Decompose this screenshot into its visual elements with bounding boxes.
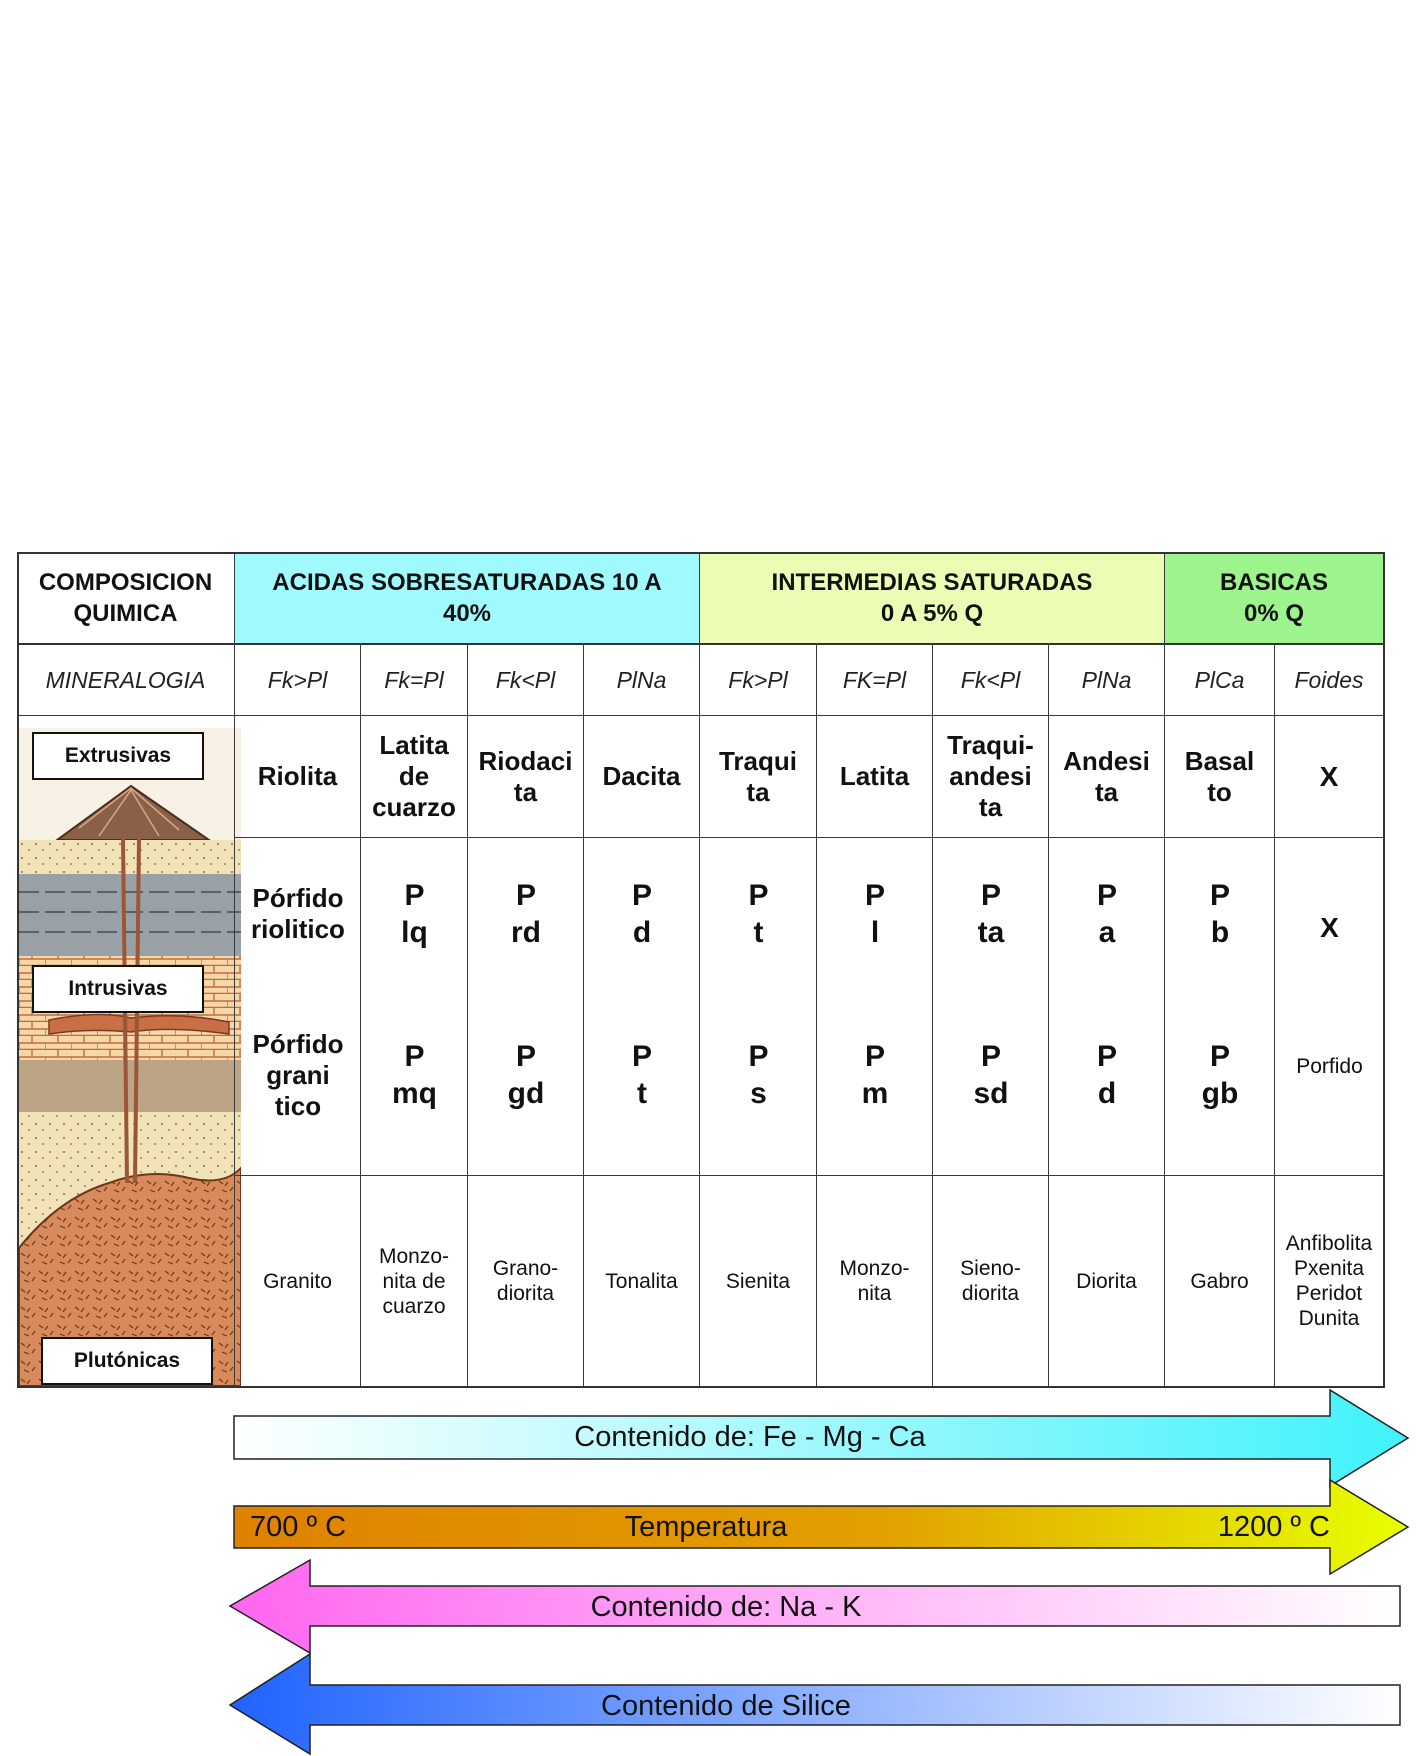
arrow-temperatura: 700 º C Temperatura 1200 º C [233, 1478, 1410, 1576]
plutonic-rock-cell: Diorita [1049, 1176, 1165, 1387]
fe-mg-ca-label: Contenido de: Fe - Mg - Ca [574, 1421, 926, 1453]
porfido-lower-cell: P sd [973, 1040, 1009, 1110]
extrusive-rock-cell: Riodaci ta [468, 716, 584, 838]
shale-layer [19, 874, 241, 956]
mineralogia-cell: PlNa [1049, 645, 1165, 716]
sill-intrusion [48, 1013, 230, 1035]
porfido-lower-cell: P m [861, 1040, 889, 1110]
mineralogia-cell: Foides [1275, 645, 1384, 716]
mineralogia-cell: Fk=Pl [361, 645, 468, 716]
plutonic-rock-cell: Monzo- nita [817, 1176, 933, 1387]
porfido-band [933, 838, 1049, 1176]
mineralogia-cell: FK=Pl [817, 645, 933, 716]
plutonicas-label: Plutónicas [41, 1337, 213, 1385]
extrusive-rock-cell: Latita de cuarzo [361, 716, 468, 838]
porfido-lower-cell: P s [748, 1040, 769, 1110]
porfido-band [235, 838, 361, 1176]
porfido-upper-cell: P l [864, 879, 885, 949]
header-basicas: BASICAS 0% Q [1165, 552, 1384, 645]
geology-cross-section [19, 728, 241, 1386]
header-acidas: ACIDAS SOBRESATURADAS 10 A 40% [235, 552, 700, 645]
pluton-body [19, 1166, 241, 1386]
extrusive-rock-cell: Traqui ta [700, 716, 817, 838]
porfido-upper-cell: P ta [977, 879, 1005, 949]
plutonic-rock-cell: Granito [235, 1176, 361, 1387]
mudstone-layer [19, 1060, 241, 1112]
porfido-band [361, 838, 468, 1176]
extrusive-rock-cell: Traqui- andesi ta [933, 716, 1049, 838]
porfido-upper-cell: P rd [511, 879, 541, 949]
plutonic-rock-cell: Sienita [700, 1176, 817, 1387]
arrow-silice: Contenido de Silice [228, 1652, 1401, 1756]
mineralogia-label: MINERALOGIA [17, 645, 235, 716]
extrusive-rock-cell: Andesi ta [1049, 716, 1165, 838]
porfido-lower-cell: P t [631, 1040, 652, 1110]
plutonic-rock-cell: Monzo- nita de cuarzo [361, 1176, 468, 1387]
temperatura-label: Temperatura [625, 1511, 789, 1543]
mineralogia-cell: Fk>Pl [235, 645, 361, 716]
plutonic-rock-cell: Grano- diorita [468, 1176, 584, 1387]
silice-label: Contenido de Silice [601, 1690, 851, 1722]
plutonic-rock-cell: Tonalita [584, 1176, 700, 1387]
porfido-lower-cell: P gb [1201, 1040, 1239, 1110]
mineralogia-cell: Fk<Pl [468, 645, 584, 716]
porfido-upper-cell: P a [1096, 879, 1117, 949]
arrow-fe-mg-ca: Contenido de: Fe - Mg - Ca [233, 1388, 1410, 1488]
na-k-label: Contenido de: Na - K [591, 1591, 862, 1623]
illustration-frame [17, 716, 235, 1387]
sand-layer [19, 840, 241, 874]
porfido-band [817, 838, 933, 1176]
property-arrows: Contenido de: Fe - Mg - Ca 700 º C Tempe… [228, 1388, 1410, 1756]
extrusive-rock-cell: Dacita [584, 716, 700, 838]
mineralogia-cell: Fk<Pl [933, 645, 1049, 716]
porfido-upper-cell: P b [1209, 879, 1230, 949]
extrusivas-label: Extrusivas [32, 732, 204, 780]
porfido-lower-cell: P mq [392, 1040, 437, 1110]
plutonic-rock-cell: Sieno- diorita [933, 1176, 1049, 1387]
porfido-band [1049, 838, 1165, 1176]
plutonic-rock-cell: Gabro [1165, 1176, 1275, 1387]
porfido-upper-cell: P d [631, 879, 652, 949]
header-intermedias: INTERMEDIAS SATURADAS 0 A 5% Q [700, 552, 1165, 645]
extrusive-rock-cell: Basal to [1165, 716, 1275, 838]
igneous-rock-table: Extrusivas Intrusivas Plutónicas COMPOSI… [17, 552, 1385, 1388]
porfido-lower-cell: P gd [507, 1040, 545, 1110]
porfido-band [584, 838, 700, 1176]
porfido-lower-cell: Porfido [1296, 1055, 1363, 1078]
plutonic-rock-cell: Anfibolita Pxenita Peridot Dunita [1275, 1176, 1384, 1387]
mineralogia-cell: PlCa [1165, 645, 1275, 716]
porfido-band [468, 838, 584, 1176]
porfido-lower-cell: P d [1096, 1040, 1117, 1110]
porfido-upper-cell: Pórfido riolitico [251, 883, 345, 944]
porfido-upper-cell: P lq [401, 879, 428, 949]
porfido-upper-cell: P t [748, 879, 769, 949]
volcano-texture [78, 787, 180, 837]
temp-high-label: 1200 º C [1218, 1511, 1330, 1543]
extrusive-rock-cell: Riolita [235, 716, 361, 838]
porfido-lower-cell: Pórfido grani tico [252, 1028, 344, 1121]
extrusive-rock-cell: X [1275, 716, 1384, 838]
mineralogia-cell: Fk>Pl [700, 645, 817, 716]
header-composicion: COMPOSICION QUIMICA [17, 552, 235, 645]
mineralogia-cell: PlNa [584, 645, 700, 716]
temp-low-label: 700 º C [250, 1511, 346, 1543]
porfido-band [700, 838, 817, 1176]
porfido-band [1165, 838, 1275, 1176]
extrusive-rock-cell: Latita [817, 716, 933, 838]
arrow-na-k: Contenido de: Na - K [228, 1558, 1401, 1655]
porfido-upper-cell: X [1320, 912, 1339, 943]
shale-lines [19, 891, 241, 933]
intrusivas-label: Intrusivas [32, 965, 204, 1013]
